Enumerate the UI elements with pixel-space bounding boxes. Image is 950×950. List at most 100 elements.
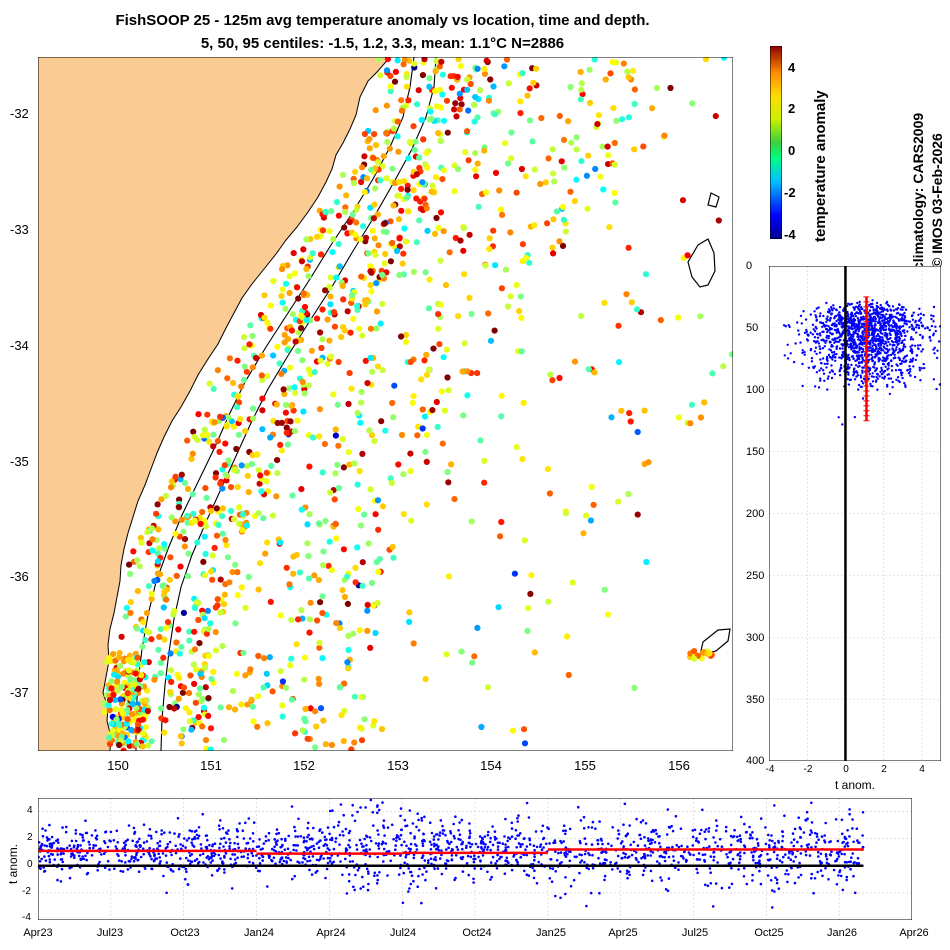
depth-data-point — [854, 364, 858, 367]
timeseries-data-point — [382, 826, 386, 830]
depth-data-point — [850, 355, 854, 358]
timeseries-data-point — [823, 840, 827, 844]
map-data-point — [339, 171, 347, 178]
map-data-point — [451, 188, 458, 195]
timeseries-data-point — [663, 859, 667, 863]
timeseries-data-point — [221, 860, 224, 863]
depth-data-point — [860, 307, 864, 311]
timeseries-data-point — [569, 884, 573, 888]
map-data-point — [403, 83, 410, 90]
timeseries-data-point — [382, 847, 386, 851]
depth-data-point — [900, 334, 903, 338]
timeseries-data-point — [486, 870, 489, 874]
timeseries-data-point — [768, 846, 771, 849]
timeseries-data-point — [56, 853, 59, 856]
map-data-point — [631, 146, 638, 153]
depth-data-point — [850, 321, 853, 325]
map-data-point — [162, 717, 169, 724]
depth-data-point — [938, 383, 941, 386]
depth-data-point — [860, 336, 864, 340]
map-data-point — [176, 496, 183, 503]
depth-data-point — [872, 315, 876, 319]
map-data-point — [374, 363, 382, 370]
depth-data-point — [871, 344, 874, 347]
timeseries-data-point — [433, 842, 436, 846]
timeseries-data-point — [331, 809, 334, 812]
timeseries-data-point — [168, 840, 172, 844]
timeseries-data-point — [505, 859, 509, 863]
depth-data-point — [826, 362, 829, 365]
depth-data-point — [879, 370, 882, 373]
timeseries-data-point — [84, 831, 88, 835]
map-data-point — [333, 620, 340, 627]
map-data-point — [602, 76, 609, 83]
map-data-point — [375, 159, 382, 166]
timeseries-data-point — [473, 854, 476, 857]
depth-data-point — [823, 379, 826, 382]
timeseries-data-point — [836, 839, 840, 843]
map-data-point — [184, 485, 192, 493]
map-data-point — [333, 535, 340, 542]
timeseries-data-point — [649, 854, 652, 857]
map-data-point — [293, 641, 300, 648]
map-data-point — [429, 182, 436, 189]
map-data-point — [267, 325, 274, 332]
timeseries-data-point — [582, 815, 586, 819]
depth-data-point — [841, 423, 844, 426]
depth-data-point — [828, 340, 832, 343]
depth-data-point — [861, 356, 864, 360]
timeseries-data-point — [48, 858, 52, 861]
map-data-point — [481, 65, 488, 72]
map-data-point — [364, 380, 371, 387]
timeseries-data-point — [81, 833, 84, 837]
map-data-point — [258, 488, 265, 495]
climatology-label: climatology: CARS2009 — [910, 112, 926, 270]
map-data-point — [508, 129, 515, 136]
map-data-point — [148, 636, 155, 643]
timeseries-data-point — [623, 855, 627, 859]
map-data-point — [533, 65, 540, 72]
timeseries-data-point — [519, 856, 522, 859]
timeseries-data-point — [819, 869, 823, 872]
map-data-point — [419, 179, 426, 186]
timeseries-data-point — [357, 866, 361, 870]
map-data-point — [400, 471, 407, 478]
depth-data-point — [815, 327, 818, 330]
depth-data-point — [855, 346, 858, 350]
timeseries-data-point — [255, 854, 258, 857]
map-data-point — [267, 598, 274, 606]
depth-data-point — [801, 351, 804, 355]
depth-ytick: 200 — [746, 508, 765, 520]
timeseries-data-point — [701, 808, 704, 812]
colorbar-tick: 2 — [788, 101, 796, 116]
map-data-point — [210, 385, 217, 392]
map-data-point — [277, 441, 284, 448]
depth-data-point — [821, 357, 825, 360]
depth-data-point — [887, 367, 890, 370]
timeseries-data-point — [421, 854, 425, 857]
depth-data-point — [856, 317, 860, 320]
timeseries-data-point — [369, 839, 373, 843]
timeseries-data-point — [142, 823, 146, 826]
map-data-point — [471, 101, 478, 108]
timeseries-data-point — [104, 830, 107, 834]
depth-data-point — [891, 305, 895, 308]
map-data-point — [625, 74, 632, 81]
map-data-point — [516, 308, 523, 315]
depth-data-point — [904, 360, 907, 364]
map-data-point — [407, 450, 414, 457]
timeseries-data-point — [401, 901, 405, 905]
depth-data-point — [873, 311, 876, 314]
timeseries-data-point — [438, 857, 442, 860]
timeseries-data-point — [629, 843, 632, 847]
depth-data-point — [863, 338, 866, 341]
map-data-point — [108, 720, 115, 728]
map-data-point — [224, 554, 231, 561]
timeseries-data-point — [773, 804, 776, 807]
map-data-point — [201, 426, 208, 433]
timeseries-data-point — [507, 836, 510, 839]
timeseries-data-point — [533, 848, 536, 852]
timeseries-data-point — [583, 852, 587, 856]
timeseries-data-point — [468, 842, 472, 845]
timeseries-data-point — [307, 855, 311, 859]
